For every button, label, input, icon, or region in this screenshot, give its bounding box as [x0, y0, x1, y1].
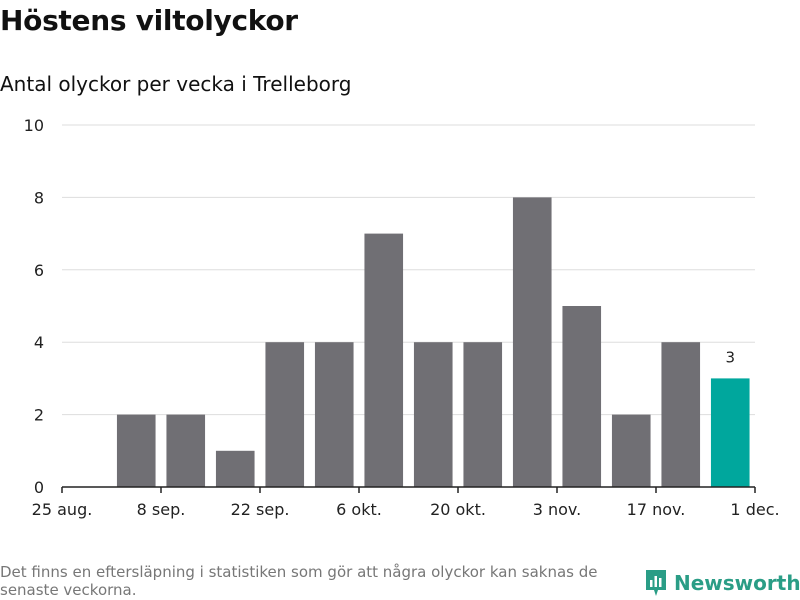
bar: [661, 342, 701, 487]
chart-title: Höstens viltolyckor: [0, 4, 298, 37]
bar-highlight: [710, 378, 750, 487]
y-tick-label: 8: [34, 188, 44, 207]
bar: [364, 233, 404, 487]
x-tick-label: 20 okt.: [430, 500, 486, 519]
bar: [611, 414, 651, 487]
footnote: Det finns en eftersläpning i statistiken…: [0, 563, 598, 599]
brand-logo[interactable]: Newsworthy: [644, 568, 800, 598]
newsworthy-icon: [646, 570, 666, 596]
bar: [116, 414, 156, 487]
x-tick-label: 3 nov.: [533, 500, 582, 519]
bar: [215, 450, 255, 487]
data-label: 3: [725, 348, 735, 366]
bar: [463, 342, 503, 487]
bar: [166, 414, 206, 487]
y-tick-label: 0: [34, 478, 44, 497]
y-tick-label: 4: [34, 333, 44, 352]
chart-subtitle: Antal olyckor per vecka i Trelleborg: [0, 72, 352, 96]
x-tick-label: 25 aug.: [32, 500, 93, 519]
bar: [413, 342, 453, 487]
y-tick-label: 2: [34, 406, 44, 425]
bar-chart: 0 2 4 6 8 10 3 25 aug. 8 sep. 22 sep. 6 okt. 20 okt…: [24, 116, 780, 519]
bar: [314, 342, 354, 487]
x-tick-label: 17 nov.: [627, 500, 686, 519]
y-tick-label: 6: [34, 261, 44, 280]
bar: [265, 342, 305, 487]
x-tick-label: 6 okt.: [336, 500, 382, 519]
bar: [512, 197, 552, 487]
bar: [562, 306, 602, 487]
x-tick-label: 1 dec.: [730, 500, 779, 519]
x-tick-label: 22 sep.: [231, 500, 290, 519]
brand-name: Newsworthy: [674, 571, 800, 595]
y-tick-label: 10: [24, 116, 44, 135]
x-tick-label: 8 sep.: [137, 500, 186, 519]
